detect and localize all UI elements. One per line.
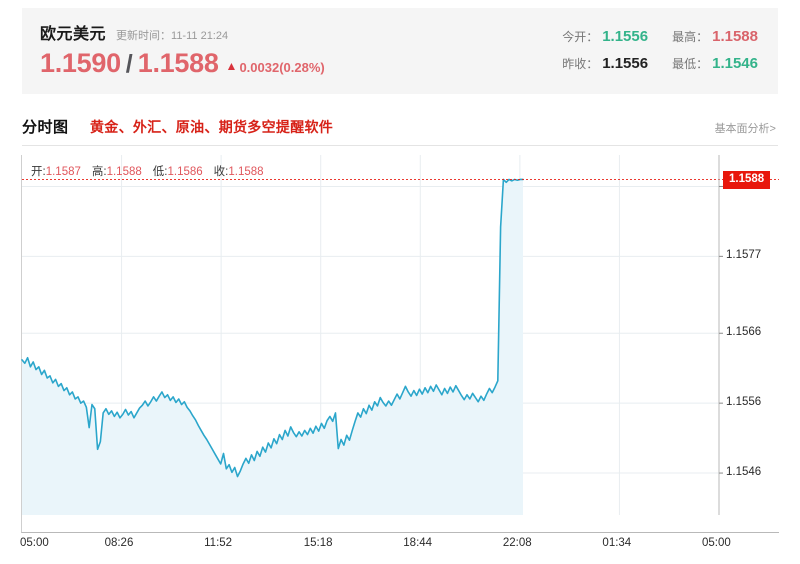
x-axis-tick-label: 01:34: [602, 537, 632, 549]
update-time: 更新时间：11-11 21:24: [116, 27, 228, 43]
stat-high: 最高： 1.1588: [672, 28, 758, 45]
ohlc-low-value: 1.1586: [167, 166, 203, 178]
x-axis-tick-label: 15:18: [303, 537, 333, 549]
stat-value: 1.1556: [602, 28, 649, 45]
stat-value: 1.1556: [602, 55, 649, 72]
quote-header: 欧元美元 更新时间：11-11 21:24 1.1590 / 1.1588 ▲ …: [22, 8, 778, 94]
x-axis-tick-label: 11:52: [204, 537, 233, 549]
stat-prev-close: 昨收： 1.1556: [562, 55, 648, 72]
x-axis-tick-label: 05:00: [702, 537, 731, 549]
ohlc-close-value: 1.1588: [228, 166, 264, 178]
ask-price: 1.1588: [137, 48, 219, 78]
price-separator: /: [125, 50, 133, 78]
chart-plot-border: [21, 155, 779, 533]
y-axis-tick-label: 1.1577: [726, 249, 762, 262]
section-header: 分时图 黄金、外汇、原油、期货多空提醒软件 基本面分析>: [22, 108, 778, 146]
ohlc-open-value: 1.1587: [45, 166, 81, 178]
stat-label: 昨收：: [562, 57, 599, 71]
instrument-row: 欧元美元 更新时间：11-11 21:24: [40, 20, 325, 43]
stat-today-open: 今开： 1.1556: [562, 28, 648, 45]
x-axis-tick-label: 08:26: [104, 537, 134, 549]
stat-value: 1.1588: [712, 28, 758, 45]
change-value: 0.0032(0.28%): [239, 60, 325, 75]
update-time-value: 11-11 21:24: [171, 30, 229, 42]
x-axis-tick-label: 18:44: [403, 537, 433, 549]
x-axis-tick-label: 22:08: [502, 537, 532, 549]
chart-ohlc-legend: 开:1.1587 高:1.1588 低:1.1586 收:1.1588: [31, 163, 275, 179]
stat-low: 最低： 1.1546: [672, 55, 758, 72]
change-up-arrow-icon: ▲: [225, 59, 238, 73]
price-row: 1.1590 / 1.1588 ▲ 0.0032(0.28%): [40, 48, 325, 79]
y-axis-tick-label: 1.1546: [726, 466, 762, 479]
quote-primary: 欧元美元 更新时间：11-11 21:24 1.1590 / 1.1588 ▲ …: [40, 20, 325, 79]
section-title: 分时图: [22, 119, 69, 136]
current-price-badge: 1.1588: [723, 171, 771, 190]
x-axis-tick-label: 05:00: [20, 537, 49, 549]
ohlc-low-label: 低:: [152, 166, 168, 178]
y-axis-tick-label: 1.1566: [726, 326, 762, 339]
chart-canvas: [21, 155, 779, 515]
ohlc-high-value: 1.1588: [106, 166, 142, 178]
update-time-label: 更新时间：: [116, 30, 172, 42]
section-promo-text[interactable]: 黄金、外汇、原油、期货多空提醒软件: [90, 119, 334, 135]
ohlc-close-label: 收:: [213, 166, 229, 178]
quote-stats: 今开： 1.1556 最高： 1.1588 昨收： 1.1556 最低： 1.1…: [562, 28, 758, 72]
stat-label: 最高：: [672, 30, 709, 44]
fundamental-analysis-link[interactable]: 基本面分析>: [714, 123, 776, 135]
ohlc-open-label: 开:: [31, 166, 46, 178]
stat-value: 1.1546: [712, 55, 758, 72]
y-axis-tick-label: 1.1556: [726, 396, 762, 409]
instrument-name: 欧元美元: [40, 26, 107, 43]
stat-label: 最低：: [672, 57, 709, 71]
ohlc-high-label: 高:: [91, 166, 107, 178]
section-divider: [22, 145, 778, 146]
stat-label: 今开：: [562, 30, 599, 44]
bid-price: 1.1590: [40, 48, 121, 78]
